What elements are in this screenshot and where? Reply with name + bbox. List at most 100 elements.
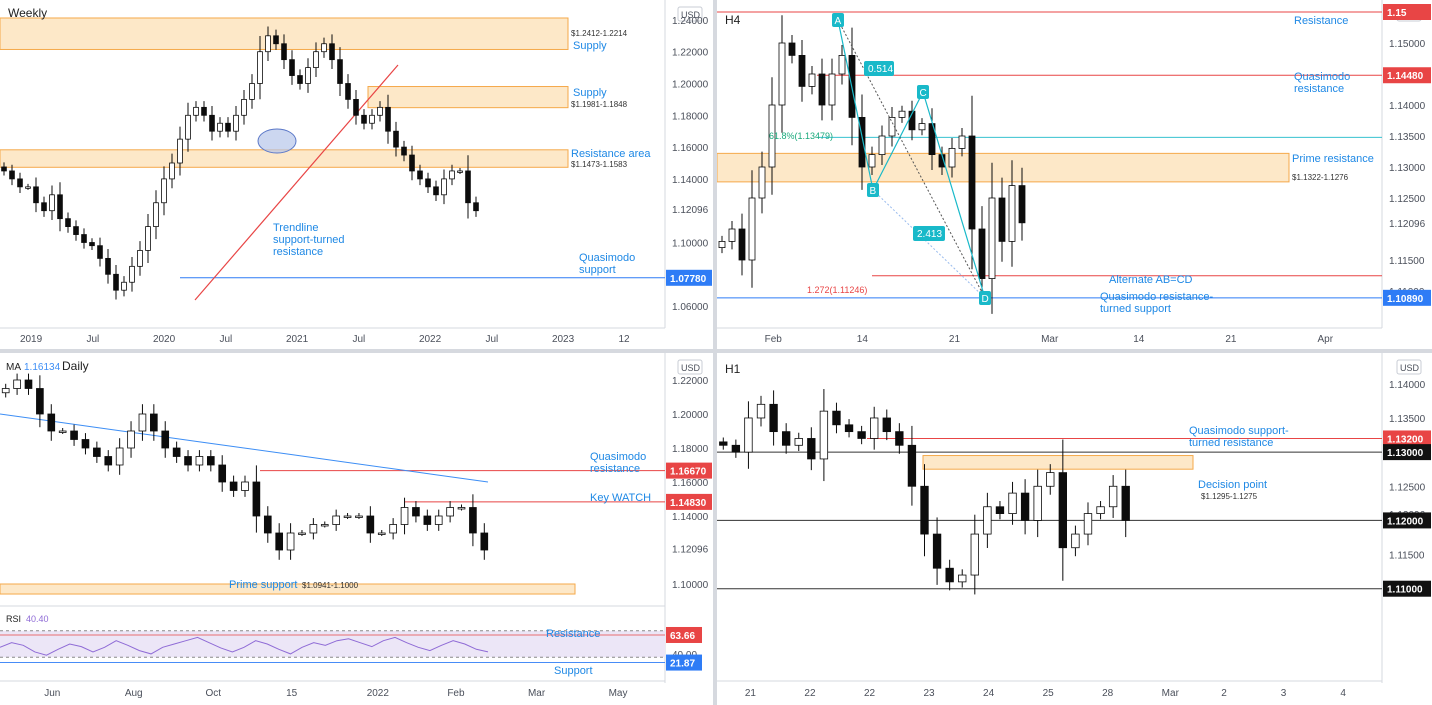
weekly-candle [281, 43, 287, 61]
h1-candle [945, 567, 954, 583]
h4-candle [838, 55, 846, 75]
weekly-y-tick: 1.20000 [672, 80, 709, 91]
weekly-candle [153, 202, 159, 228]
weekly-candle [289, 59, 295, 76]
h1-candle [1071, 533, 1080, 549]
weekly-candle [297, 75, 303, 84]
weekly-candle [249, 83, 255, 100]
h1-decision-range: $1.1295-1.1275 [1201, 492, 1258, 501]
h4-y-tick: 1.11500 [1389, 256, 1425, 267]
daily-candle [298, 532, 306, 535]
weekly-candle [89, 242, 95, 247]
h4-prime-resistance-range: $1.1322-1.1276 [1292, 173, 1349, 182]
weekly-supply-mid-zone [367, 86, 569, 109]
daily-candle [309, 524, 318, 534]
h4-res-price-tag-text: 1.15 [1387, 8, 1407, 19]
daily-x-tick: 2022 [367, 688, 390, 699]
weekly-y-tick: 1.12096 [672, 205, 709, 216]
weekly-candle [345, 83, 351, 100]
weekly-x-tick: Jul [485, 334, 498, 345]
h1-qm-turned-label: turned resistance [1189, 437, 1273, 449]
weekly-candle [225, 122, 231, 132]
weekly-candle [241, 99, 247, 116]
h4-candle [808, 73, 816, 87]
h4-y-tick: 1.13000 [1389, 163, 1426, 174]
h1-qm-price-tag [1383, 430, 1431, 447]
weekly-candle [393, 130, 399, 148]
weekly-candle [25, 186, 31, 189]
h4-y-tick: 1.12096 [1389, 219, 1426, 230]
h1-candle [857, 431, 866, 439]
weekly-candle [449, 170, 455, 180]
h1-candle [744, 417, 753, 453]
weekly-supply-mid-label: Supply [573, 87, 607, 99]
h4-candle [898, 110, 906, 118]
daily-candle [412, 507, 420, 517]
daily-rsi-line [0, 636, 489, 656]
weekly-candle [313, 51, 319, 69]
daily-kw-price-tag-text: 1.14830 [670, 498, 707, 509]
h1-candle [920, 485, 929, 535]
weekly-x-tick: 2023 [552, 334, 575, 345]
weekly-candle [361, 114, 367, 124]
h1-candle [1096, 506, 1105, 514]
daily-chart-panel: MA 1.16134 Daily USD Quasimodo resistance Key … [0, 353, 713, 705]
h1-candle [870, 417, 879, 439]
daily-y-tick: 1.12096 [672, 544, 709, 555]
h1-candle [882, 417, 891, 433]
h4-qm-price-tag [1383, 67, 1431, 84]
daily-prime-support-zone [0, 583, 576, 595]
h1-candle [907, 444, 917, 487]
daily-candle [457, 507, 466, 510]
daily-candle [184, 456, 192, 466]
h1-x-tick: 4 [1340, 688, 1346, 699]
h1-120-price-tag-text: 1.12000 [1387, 516, 1424, 527]
weekly-candle [417, 170, 423, 180]
h4-qts-price-tag-text: 1.10890 [1387, 294, 1424, 305]
daily-candle [320, 524, 329, 527]
h4-point-c: C [920, 88, 927, 99]
daily-candle [241, 481, 249, 491]
h1-x-tick: 3 [1281, 688, 1287, 699]
h4-qm-resistance-label: Quasimodo [1294, 71, 1350, 83]
weekly-supply-mid-range: $1.1981-1.1848 [571, 100, 628, 109]
weekly-candle [65, 218, 71, 227]
weekly-qm-price-tag-text: 1.07780 [670, 274, 707, 285]
daily-candle [332, 515, 340, 525]
h4-x-tick: 21 [949, 334, 961, 345]
daily-candle [275, 532, 284, 551]
weekly-qm-support-label: support [579, 264, 616, 276]
h4-bd-dotted [872, 189, 986, 299]
daily-rsi-low-price-tag [666, 654, 702, 671]
weekly-candle [105, 257, 111, 275]
h1-candle [807, 438, 816, 460]
daily-y-tick: 1.10000 [672, 580, 709, 591]
weekly-candle [321, 43, 327, 53]
daily-kw-price-tag [666, 493, 712, 510]
daily-prime-support-label: Prime support [229, 579, 297, 591]
h1-110-price-tag-text: 1.11000 [1387, 585, 1423, 596]
weekly-chart-panel: Weekly USD $1.2412-1.2214 Supply Supply $1.19… [0, 0, 713, 349]
daily-candle [47, 413, 56, 432]
weekly-candle [465, 170, 471, 204]
weekly-candle [9, 170, 15, 180]
h4-candle [738, 228, 746, 261]
daily-ma-label: MA [6, 362, 21, 373]
weekly-candle [353, 99, 359, 116]
h4-prime-resistance-label: Prime resistance [1292, 153, 1374, 165]
h4-candle [978, 228, 986, 279]
h4-ratio-1-badge [864, 61, 894, 76]
weekly-y-tick: 1.18000 [672, 111, 709, 122]
weekly-candle [233, 114, 239, 132]
daily-candle [446, 507, 454, 517]
h1-candle [983, 506, 992, 535]
weekly-candle [97, 245, 103, 259]
daily-candle [400, 507, 409, 525]
h1-candle [958, 574, 967, 583]
weekly-candle [169, 162, 175, 180]
weekly-candle [265, 35, 271, 53]
h4-chart: ABCD0.5142.413H4USDResistanceQuasimodore… [717, 0, 1431, 345]
h4-point-b: B [870, 186, 877, 197]
h1-130-price-tag-text: 1.13000 [1387, 448, 1424, 459]
